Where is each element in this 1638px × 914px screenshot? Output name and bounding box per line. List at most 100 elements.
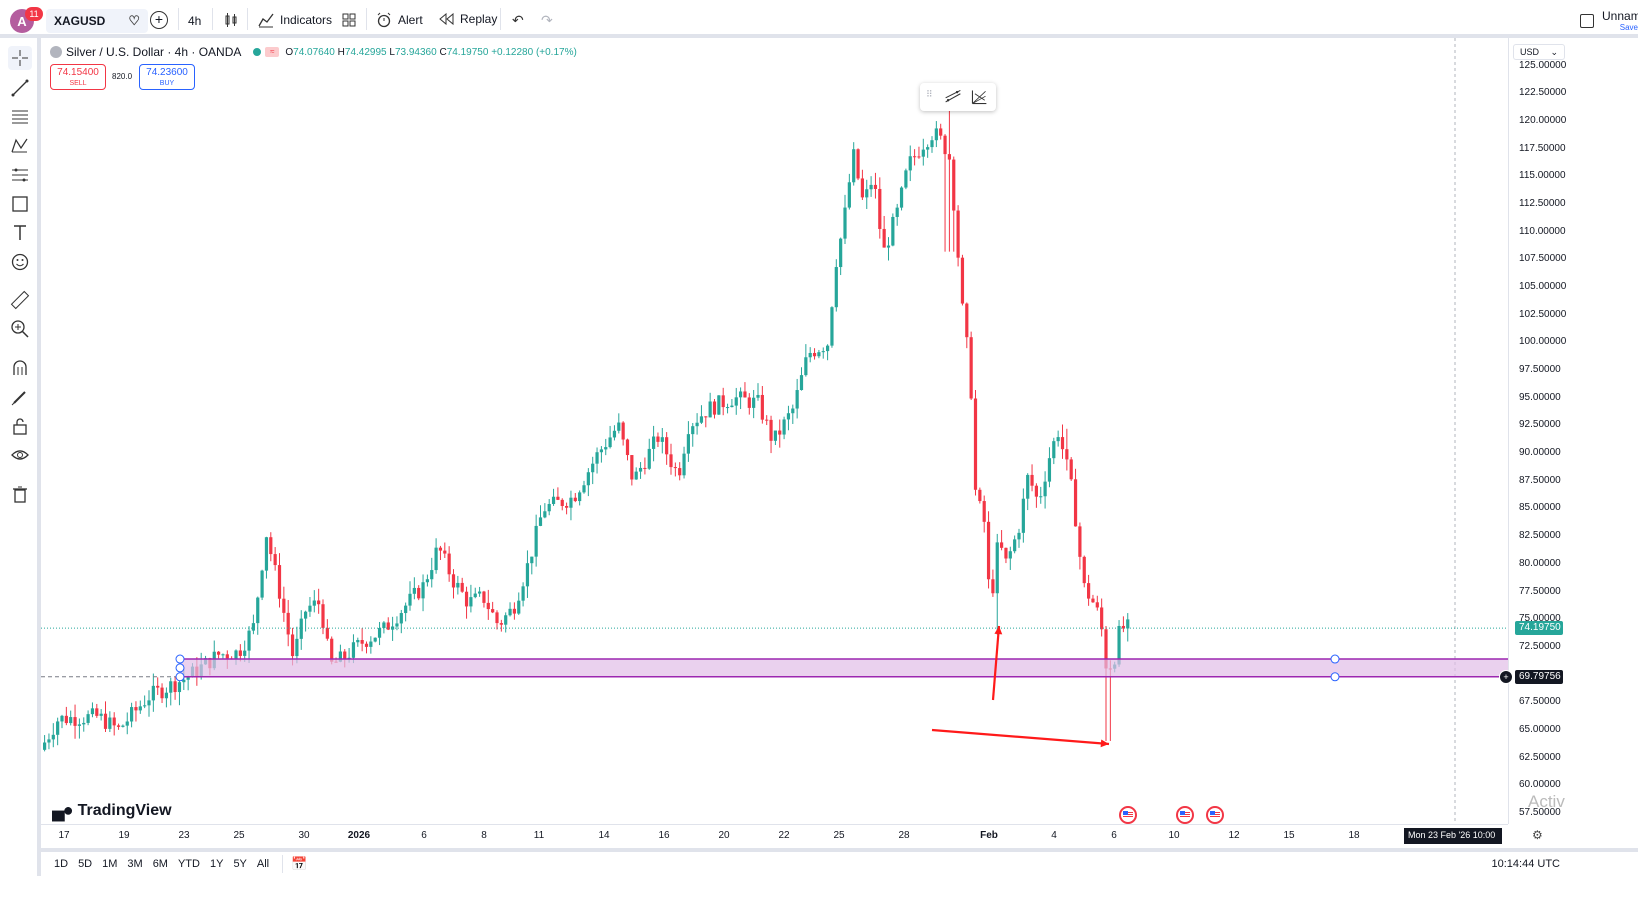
range-button-5d[interactable]: 5D — [78, 858, 93, 870]
settings-gear-icon[interactable]: ⚙ — [1532, 828, 1543, 842]
range-button-3m[interactable]: 3M — [127, 858, 143, 870]
compare-add-icon[interactable]: + — [150, 11, 168, 29]
candle-body — [821, 351, 825, 353]
divider — [500, 8, 501, 30]
zone-alert-plus-icon[interactable]: + — [1499, 669, 1513, 684]
candlestick-chart[interactable] — [41, 38, 1508, 824]
redo-icon[interactable]: ↷ — [541, 12, 553, 28]
replay-button[interactable]: Replay — [438, 12, 497, 26]
price-label: 67.50000 — [1519, 696, 1561, 708]
divider — [366, 8, 367, 30]
candle-body — [138, 706, 142, 711]
shape-rectangle-tool-icon[interactable] — [8, 192, 32, 216]
replay-label: Replay — [460, 12, 498, 26]
candle-body — [460, 582, 464, 592]
buy-button[interactable]: 74.23600 BUY — [139, 64, 195, 90]
pattern-tool-icon[interactable] — [8, 134, 32, 158]
candle-body — [765, 419, 769, 421]
fib-retracement-tool-icon[interactable] — [8, 105, 32, 129]
candle-body — [756, 394, 760, 398]
market-open-status-icon — [253, 48, 262, 56]
fib-fan-tool-icon[interactable] — [970, 87, 988, 107]
price-label: 117.50000 — [1519, 142, 1566, 154]
candle-body — [478, 591, 482, 594]
candle-body — [926, 147, 930, 150]
goto-date-icon[interactable]: 📅 — [291, 856, 308, 871]
range-button-1m[interactable]: 1M — [102, 858, 118, 870]
candle-body — [769, 419, 773, 441]
ruler-measure-icon[interactable] — [8, 288, 32, 312]
range-button-1y[interactable]: 1Y — [209, 858, 224, 870]
candle-body — [1008, 551, 1012, 559]
candle-body — [556, 496, 560, 500]
us-economic-event-flag-icon[interactable] — [1206, 806, 1224, 824]
forecast-tool-icon[interactable] — [8, 163, 32, 187]
candle-body — [1030, 474, 1034, 486]
emoji-tool-icon[interactable] — [8, 250, 32, 274]
candle-body — [156, 685, 160, 688]
range-button-all[interactable]: All — [256, 858, 270, 870]
candle-body — [512, 608, 516, 614]
candle-body — [551, 496, 556, 504]
candle-body — [234, 650, 238, 660]
legend-title[interactable]: Silver / U.S. Dollar · 4h · OANDA — [66, 45, 242, 59]
drag-handle-icon[interactable]: ⠿ — [926, 89, 933, 99]
candle-body — [99, 713, 103, 716]
range-button-ytd[interactable]: YTD — [177, 858, 200, 870]
candle-body — [808, 352, 812, 358]
trend-lines-group-icon[interactable] — [944, 87, 962, 107]
hide-drawings-eye-icon[interactable] — [8, 443, 32, 467]
candle-body — [991, 579, 995, 594]
layout-name-button[interactable]: Unnam Save — [1602, 10, 1638, 34]
indicators-button[interactable]: Indicators — [258, 12, 332, 28]
magnet-icon[interactable] — [8, 356, 32, 380]
zoom-in-icon[interactable] — [8, 317, 32, 341]
us-economic-event-flag-icon[interactable] — [1119, 806, 1137, 824]
time-label: 11 — [533, 830, 545, 841]
undo-icon[interactable]: ↶ — [512, 12, 524, 28]
trend-line-tool-icon[interactable] — [8, 76, 32, 100]
watchlist-heart-icon[interactable]: ♡ — [128, 13, 140, 28]
candle-body — [508, 608, 512, 616]
text-tool-icon[interactable] — [8, 221, 32, 245]
bottom-toolbar: 1D 5D 1M 3M 6M YTD 1Y 5Y All 📅 10:14:44 UTC — [41, 848, 1638, 876]
sell-button[interactable]: 74.15400 SELL — [50, 64, 106, 90]
candle-body — [773, 430, 777, 441]
fullscreen-icon[interactable] — [1580, 14, 1594, 28]
currency-select[interactable]: USD ⌄ — [1513, 44, 1565, 60]
interval-button[interactable]: 4h — [188, 14, 202, 28]
price-label: 85.00000 — [1519, 502, 1561, 514]
candle-body — [1073, 479, 1078, 527]
range-button-1d[interactable]: 1D — [54, 858, 69, 870]
chart-type-candles-icon[interactable] — [224, 12, 238, 31]
candle-body — [891, 216, 895, 246]
symbol-search-button[interactable]: XAGUSD ♡ — [46, 9, 148, 33]
drawing-mode-pencil-icon[interactable] — [8, 385, 32, 409]
time-axis[interactable]: 17 19 23 25 30 2026 6 8 11 14 16 20 22 25 28 Feb 4 6 10 12 1… — [41, 824, 1508, 846]
candle-body — [451, 574, 456, 588]
candle-body — [525, 563, 530, 587]
lock-drawings-icon[interactable] — [8, 414, 32, 438]
alert-label: Alert — [398, 13, 423, 27]
candle-body — [943, 135, 947, 155]
alert-button[interactable]: Alert — [376, 12, 423, 28]
chart-pane[interactable] — [41, 38, 1508, 824]
trash-icon[interactable] — [8, 482, 32, 506]
candle-body — [177, 682, 182, 693]
range-button-5y[interactable]: 5Y — [233, 858, 247, 870]
utc-clock[interactable]: 10:14:44 UTC — [1491, 858, 1560, 870]
candle-body — [691, 426, 695, 435]
floating-drawing-toolbar: ⠿ — [920, 83, 996, 111]
price-scale[interactable]: USD ⌄ 125.00000 122.50000 120.00000 117.500… — [1499, 38, 1638, 824]
layout-grid-icon[interactable] — [342, 13, 356, 30]
range-button-6m[interactable]: 6M — [152, 858, 168, 870]
candle-body — [673, 467, 677, 469]
us-economic-event-flag-icon[interactable] — [1176, 806, 1194, 824]
candle-body — [686, 434, 690, 454]
candle-body — [164, 692, 168, 699]
candle-body — [412, 587, 416, 594]
chart-legend: Silver / U.S. Dollar · 4h · OANDA ≈ O74.… — [50, 44, 577, 60]
crosshair-tool-icon[interactable] — [8, 46, 32, 70]
candle-body — [952, 159, 956, 211]
support-zone-rectangle — [180, 659, 1508, 677]
